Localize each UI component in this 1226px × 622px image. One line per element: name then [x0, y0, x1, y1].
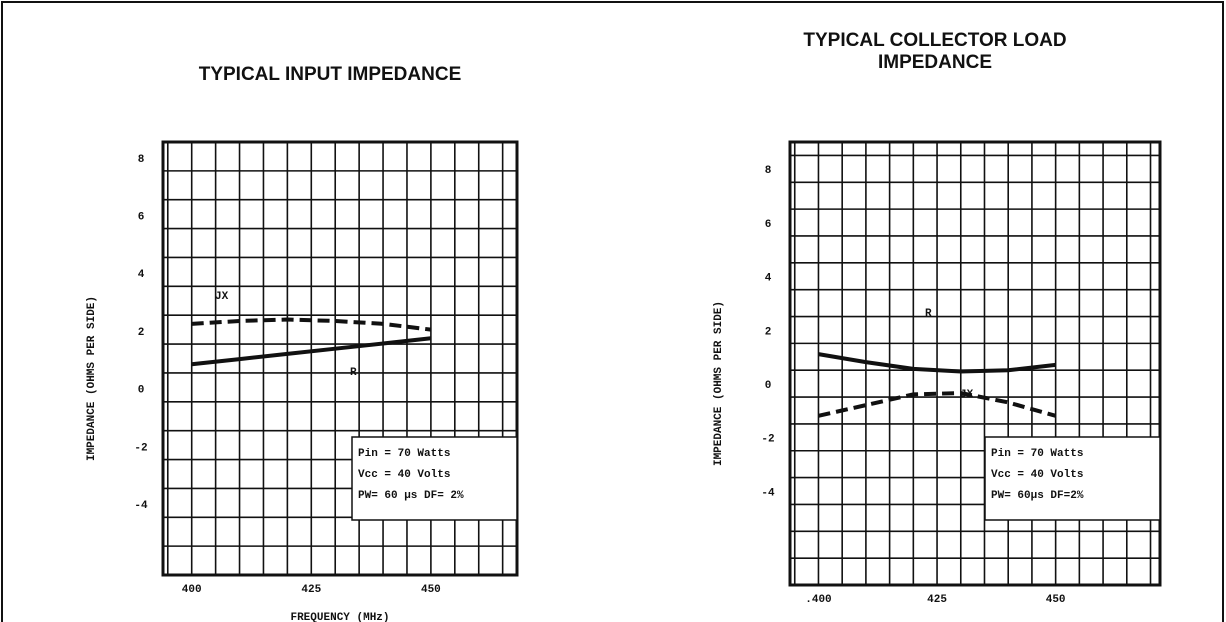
plot-frame — [161, 140, 519, 577]
annotation-text: PW= 60µs DF=2% — [991, 490, 1084, 502]
series-label: JX — [215, 291, 229, 303]
series-line — [191, 317, 432, 332]
annotation-box — [351, 436, 518, 521]
chart-title: TYPICAL COLLECTOR LOAD IMPEDANCE — [803, 30, 1067, 73]
y-tick-label: 6 — [765, 219, 772, 231]
annotation-text: Vcc = 40 Volts — [991, 469, 1083, 481]
series-label: JX — [960, 389, 974, 401]
annotation-text: Pin = 70 Watts — [991, 448, 1083, 460]
chart-title: TYPICAL INPUT IMPEDANCE — [198, 64, 462, 85]
y-tick-label: -4 — [134, 500, 148, 512]
y-tick-label: -2 — [134, 442, 147, 454]
y-tick-label: 6 — [138, 212, 145, 224]
series-line — [818, 391, 1057, 418]
y-tick-label: 2 — [765, 326, 772, 338]
y-tick-label: 8 — [765, 165, 772, 177]
x-tick-label: 450 — [421, 584, 441, 596]
series-label: R — [350, 367, 357, 379]
y-axis-label: IMPEDANCE (OHMS PER SIDE) — [713, 301, 725, 466]
annotation-text: PW= 60 µs DF= 2% — [358, 490, 464, 502]
y-tick-label: 8 — [138, 154, 145, 166]
y-tick-label: 2 — [138, 327, 145, 339]
y-tick-label: 4 — [138, 269, 145, 281]
x-tick-label: 450 — [1046, 594, 1066, 606]
x-tick-label: 425 — [927, 594, 947, 606]
x-tick-label: 425 — [301, 584, 321, 596]
annotation-text: Pin = 70 Watts — [358, 448, 450, 460]
x-axis-label: FREQUENCY (MHz) — [290, 612, 389, 622]
x-tick-label: .400 — [805, 594, 831, 606]
series-label: R — [925, 308, 932, 320]
annotation-text: Vcc = 40 Volts — [358, 469, 450, 481]
series-line — [818, 352, 1056, 374]
y-tick-label: 0 — [765, 380, 772, 392]
y-tick-label: 0 — [138, 385, 145, 397]
series-line — [191, 336, 432, 367]
annotation-box — [984, 436, 1161, 521]
y-tick-label: 4 — [765, 273, 772, 285]
y-tick-label: -2 — [761, 434, 774, 446]
x-tick-label: 400 — [182, 584, 202, 596]
y-axis-label: IMPEDANCE (OHMS PER SIDE) — [86, 296, 98, 461]
y-tick-label: -4 — [761, 487, 775, 499]
plot-frame — [788, 140, 1162, 587]
